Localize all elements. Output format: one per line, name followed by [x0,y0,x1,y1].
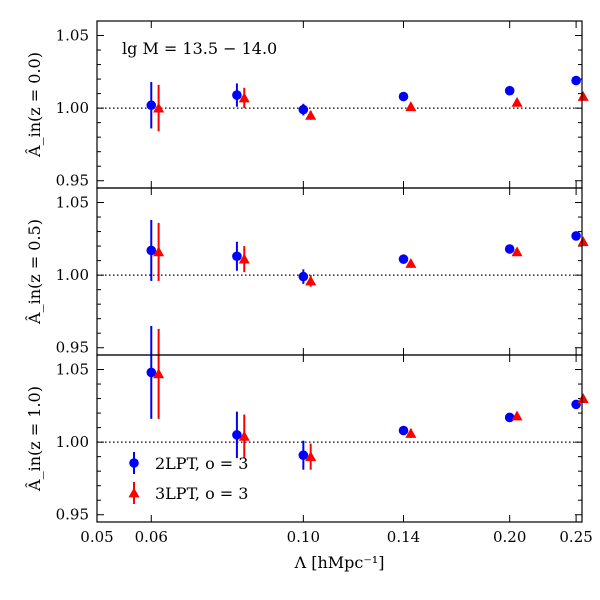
x-tick-label: 0.25 [559,528,592,546]
data-point-triangle [511,246,523,257]
series-2lpt [146,75,581,129]
data-point-triangle [305,109,317,120]
legend: 2LPT, o = 3 3LPT, o = 3 [128,452,248,504]
data-point-circle [146,100,157,111]
panel-1: 0.95 1.00 1.05 Â_in(z = 0.5) [24,187,589,357]
data-point-circle [146,367,157,378]
legend-marker-triangle [128,487,140,498]
y-tick-label: 1.00 [56,266,89,284]
y-tick-label: 0.95 [56,339,89,357]
data-point-triangle [405,258,417,268]
panel-frame [96,354,583,523]
y-tick-label: 1.00 [56,99,89,117]
x-tick-label: 0.06 [135,528,168,546]
mass-bin-annotation: lg M = 13.5 − 14.0 [122,39,277,58]
data-point-triangle [238,430,250,441]
x-tick-label: 0.05 [80,528,113,546]
data-point-triangle [511,410,523,421]
x-axis-label: Λ [hMpc⁻¹] [294,553,385,572]
data-point-circle [232,251,242,262]
panel-frame [96,187,583,356]
y-tick-label: 0.95 [56,172,89,190]
data-point-triangle [153,368,165,379]
y-axis-label: Â_in(z = 0.5) [24,219,44,325]
series-3lpt [153,222,589,287]
data-point-circle [504,85,515,96]
data-point-circle [398,425,409,436]
data-point-circle [398,254,409,264]
x-tick-label: 0.10 [287,528,320,546]
data-point-circle [298,104,309,115]
x-tick-label: 0.14 [387,528,420,546]
data-point-circle [298,450,309,461]
data-point-circle [298,271,309,282]
data-point-circle [504,412,515,423]
y-tick-label: 1.00 [56,433,89,451]
data-point-triangle [238,92,250,103]
y-tick-label: 1.05 [56,27,89,45]
data-point-triangle [511,96,523,107]
data-point-triangle [153,246,165,257]
data-point-triangle [405,101,417,112]
legend-label: 3LPT, o = 3 [155,484,248,503]
series-3lpt [153,328,589,470]
data-point-circle [571,75,581,86]
series-3lpt [153,84,589,132]
data-point-circle [232,90,242,100]
data-point-triangle [405,427,417,438]
data-point-circle [232,430,242,440]
data-point-circle [504,244,515,254]
y-tick-label: 1.05 [56,361,89,379]
data-point-triangle [577,91,589,101]
y-tick-label: 1.05 [56,194,89,212]
panel-0: 0.95 1.00 1.05 Â_in(z = 0.0) [24,20,589,190]
data-point-triangle [305,451,317,462]
legend-marker-circle [129,458,139,468]
y-tick-label: 0.95 [56,506,89,524]
series-2lpt [146,219,581,284]
panel-2: 0.95 1.00 1.05 Â_in(z = 1.0) [24,325,589,524]
data-point-circle [571,231,581,241]
legend-label: 2LPT, o = 3 [155,454,248,473]
data-point-triangle [238,253,250,264]
data-point-triangle [577,393,589,403]
series-2lpt [146,325,581,470]
y-axis-label: Â_in(z = 1.0) [24,386,44,492]
data-point-triangle [577,236,589,247]
data-point-circle [398,91,409,102]
data-point-circle [146,245,157,256]
x-tick-label: 0.20 [493,528,526,546]
data-point-triangle [305,275,317,286]
y-axis-label: Â_in(z = 0.0) [24,52,44,158]
data-point-triangle [153,102,165,113]
